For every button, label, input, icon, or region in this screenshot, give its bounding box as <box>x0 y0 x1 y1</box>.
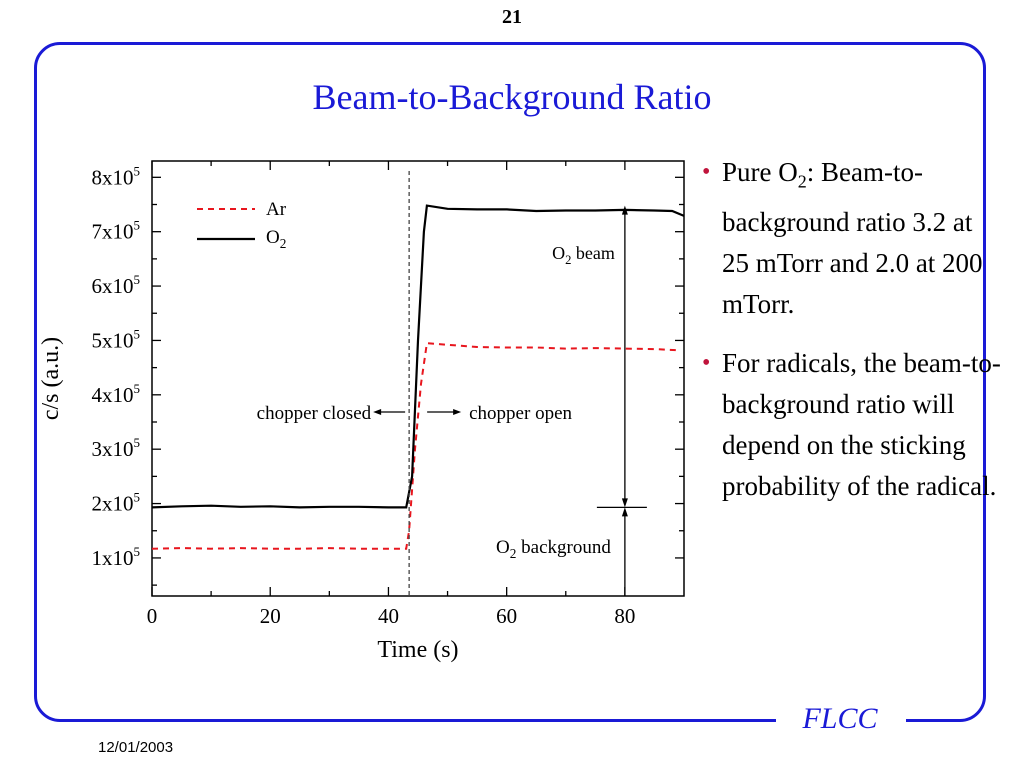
ratio-chart: 0 20 40 60 80 1x105 2x105 3x105 4x105 5x105 6x105 7… <box>38 160 685 663</box>
series-line-1 <box>151 204 685 509</box>
slide-date: 12/01/2003 <box>98 739 174 756</box>
bullet-radicals: For radicals, the beam-to-background rat… <box>702 343 1002 507</box>
chopper-open-label: chopper open <box>469 403 572 424</box>
bullet-1-rest: : Beam-to-background ratio 3.2 at 25 mTo… <box>722 157 983 320</box>
bullet-2-text: For radicals, the beam-to-background rat… <box>722 348 1001 502</box>
chopper-open-arrowhead <box>453 409 462 415</box>
bullet-1-lead: Pure O <box>722 157 798 187</box>
plot-frame <box>151 160 685 597</box>
y-tick-label: 8x105 <box>92 163 141 189</box>
slide-title: Beam-to-Background Ratio <box>312 77 712 117</box>
chopper-closed-label: chopper closed <box>257 403 372 424</box>
x-tick-label: 40 <box>378 604 399 628</box>
x-tick-label: 20 <box>260 604 281 628</box>
legend-o2-label: O2 <box>266 227 286 251</box>
o2-beam-label: O2 beam <box>552 243 615 267</box>
y-tick-label: 5x105 <box>92 326 141 352</box>
page-number: 21 <box>502 6 522 28</box>
y-tick-label: 4x105 <box>92 381 141 407</box>
frame-gap <box>776 712 906 734</box>
legend-ar-label: Ar <box>266 199 287 220</box>
y-tick-label: 2x105 <box>92 490 141 516</box>
x-tick-label: 80 <box>614 604 635 628</box>
bullet-1-subscript: 2 <box>797 171 807 192</box>
background-arrowhead <box>621 507 628 517</box>
bullet-list: Pure O2: Beam-to-background ratio 3.2 at… <box>702 152 1002 525</box>
beam-arrowhead-bottom <box>621 498 628 508</box>
y-tick-label: 7x105 <box>92 218 141 244</box>
y-axis-label: c/s (a.u.) <box>38 337 64 420</box>
y-tick-label: 6x105 <box>92 272 141 298</box>
series-line-0 <box>151 342 679 550</box>
y-tick-label: 3x105 <box>92 435 141 461</box>
x-axis-label: Time (s) <box>377 637 458 663</box>
x-tick-label: 0 <box>147 604 158 628</box>
x-tick-label: 60 <box>496 604 517 628</box>
beam-arrowhead-top <box>621 205 628 215</box>
o2-background-label: O2 background <box>496 537 611 561</box>
flcc-logo: FLCC <box>802 702 878 735</box>
bullet-pure-o2: Pure O2: Beam-to-background ratio 3.2 at… <box>702 152 1002 325</box>
y-tick-label: 1x105 <box>92 544 141 570</box>
chopper-closed-arrowhead <box>373 409 382 415</box>
